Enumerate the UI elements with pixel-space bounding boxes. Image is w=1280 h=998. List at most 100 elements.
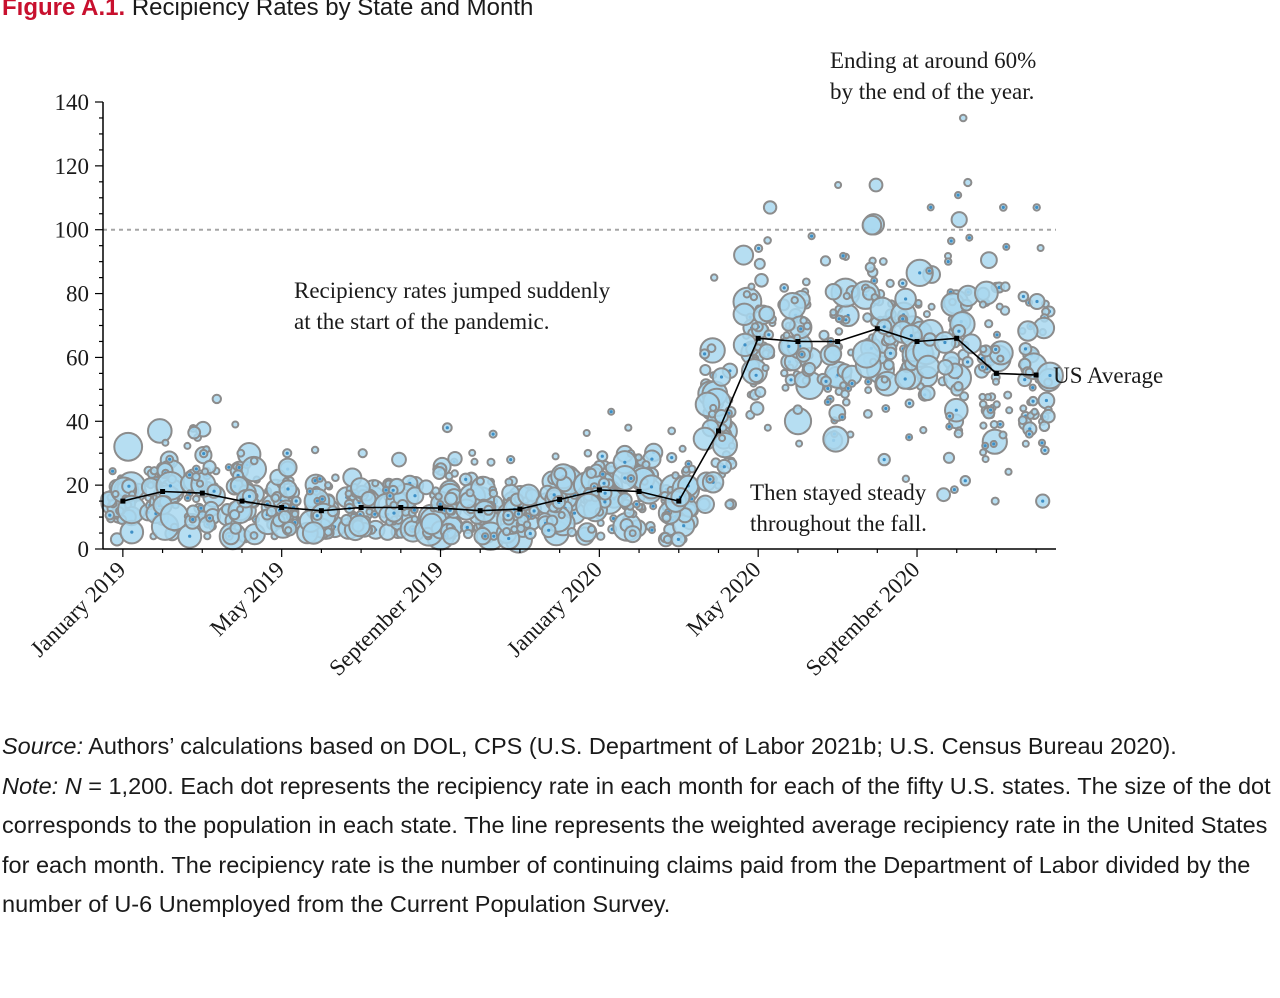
state-dot-core [901, 281, 905, 285]
state-dot [762, 200, 778, 215]
us-average-point [954, 335, 960, 341]
state-dot [868, 177, 884, 193]
state-dot-core [686, 462, 691, 466]
state-dot [863, 409, 873, 419]
state-dot-core [995, 333, 999, 337]
state-dot [1030, 407, 1039, 416]
state-dot-core [918, 271, 922, 275]
state-dot [885, 278, 895, 288]
state-dot [801, 277, 811, 287]
state-dot [780, 368, 789, 378]
state-dot [195, 479, 205, 488]
us-average-line [122, 327, 1037, 512]
state-dot [661, 512, 672, 523]
state-dot [792, 404, 804, 416]
state-dot-core [464, 477, 468, 481]
state-dot [950, 211, 968, 229]
annotation-line: at the start of the pandemic. [294, 309, 549, 334]
us-average-point [835, 339, 841, 344]
state-dot [624, 423, 633, 432]
state-dot-core [872, 279, 876, 283]
state-dot [331, 473, 340, 483]
state-dot-core [237, 465, 241, 470]
state-dot [979, 421, 988, 430]
state-dot-core [609, 410, 613, 414]
state-dot [1041, 408, 1056, 424]
state-dot [111, 490, 120, 498]
state-dot [667, 426, 677, 436]
state-dot [749, 401, 765, 416]
state-dot [919, 385, 936, 402]
state-dot [229, 509, 241, 521]
state-dot-core [929, 205, 933, 209]
annotation-line: Recipiency rates jumped suddenly [294, 278, 611, 303]
state-dot-core [904, 297, 908, 301]
state-dot-core [963, 479, 967, 483]
state-dot [978, 399, 988, 409]
state-dot-core [957, 329, 961, 333]
us-average-point [557, 497, 563, 502]
state-dot [634, 453, 643, 462]
state-dot-core [840, 415, 844, 419]
state-dot [990, 496, 1000, 506]
figure-title-text: Recipiency Rates by State and Month [131, 0, 534, 21]
state-dot-core [199, 506, 203, 510]
state-dot [265, 505, 278, 518]
us-average-point [636, 489, 642, 494]
state-dot [761, 364, 770, 372]
state-dot [617, 492, 633, 508]
state-dot-core [1023, 378, 1027, 382]
state-dot-core [980, 365, 985, 369]
state-dot [992, 400, 1001, 409]
state-dot [750, 322, 760, 331]
state-dot-core [787, 344, 791, 348]
state-dot-core [650, 528, 654, 532]
state-dot [301, 521, 326, 545]
state-dot-core [603, 491, 607, 495]
state-dot [753, 257, 766, 270]
state-dot [147, 418, 173, 444]
state-dot [502, 527, 512, 537]
state-dot [324, 481, 332, 490]
state-dot-core [884, 406, 888, 411]
state-dot [974, 280, 999, 306]
state-dot-core [1004, 245, 1008, 249]
state-dot-core [127, 484, 131, 488]
state-dot [862, 312, 873, 323]
y-tick-label: 80 [66, 282, 89, 307]
state-dot [641, 460, 651, 470]
state-dot [963, 177, 973, 188]
state-dot-core [528, 531, 532, 536]
state-dot [763, 423, 772, 432]
state-dot [1021, 439, 1030, 448]
us-average-point [239, 498, 245, 504]
state-dot [662, 534, 673, 545]
state-dot [914, 299, 923, 307]
state-dot-core [388, 494, 392, 498]
state-dot [758, 343, 776, 361]
state-dot [191, 472, 201, 482]
state-dot-core [882, 325, 886, 329]
annotation: Recipiency rates jumped suddenly at the s… [294, 278, 611, 334]
us-average-point [795, 339, 801, 344]
state-dot [201, 467, 209, 476]
state-dot-core [1040, 441, 1044, 445]
state-dot-core [194, 467, 198, 471]
state-dot-core [650, 457, 654, 461]
state-dot [758, 305, 776, 323]
state-dot-core [247, 494, 252, 498]
state-dot [781, 317, 796, 332]
state-dot [1000, 281, 1011, 293]
figure-notes: Source: Authors’ calculations based on D… [2, 727, 1278, 925]
state-dot-core [445, 426, 449, 430]
state-dot [418, 479, 435, 496]
state-dot-core [888, 351, 893, 355]
state-dot [995, 302, 1004, 311]
state-dot-core [837, 317, 841, 321]
state-dot-core [1027, 432, 1031, 436]
state-dot [747, 282, 756, 291]
state-dot [557, 510, 566, 520]
us-average-point [874, 326, 880, 332]
state-dot [819, 255, 832, 267]
state-dot [391, 451, 407, 468]
